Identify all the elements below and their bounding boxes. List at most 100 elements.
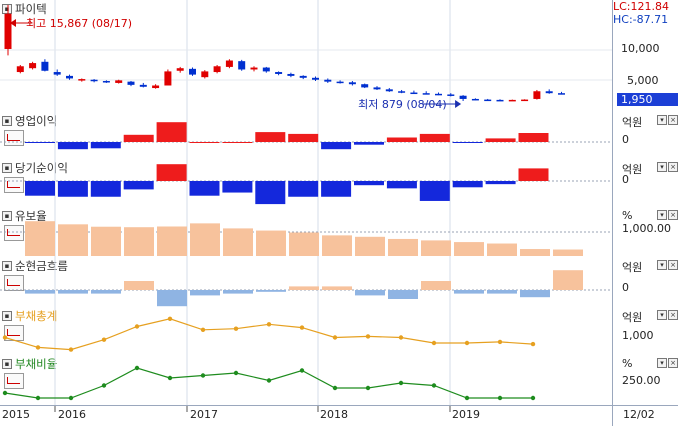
series-point (68, 347, 74, 352)
minimize-icon[interactable]: ▾ (657, 162, 667, 172)
candle-body (435, 93, 442, 96)
candle-body (312, 77, 319, 80)
candle-body (459, 95, 467, 99)
bar (91, 290, 121, 294)
current-price-badge: 1,950 (617, 93, 678, 106)
x-label-2018: 2018 (320, 408, 348, 421)
bar (354, 142, 384, 145)
x-label-2017: 2017 (190, 408, 218, 421)
candle-body (250, 67, 258, 70)
candle-body (53, 72, 61, 75)
candle-body (385, 89, 393, 92)
axis-tick: 1,000 (622, 329, 654, 342)
bar (289, 232, 319, 256)
minimize-icon[interactable]: ▾ (657, 115, 667, 125)
axis-debt: 억원 ▾ × 1,000 (612, 307, 678, 356)
panel-menu-icon[interactable]: ▪ (2, 261, 12, 271)
bar (388, 238, 418, 256)
bar (520, 249, 550, 256)
candle-body (262, 67, 270, 72)
bar (452, 142, 483, 143)
panel-menu-icon[interactable]: ▪ (2, 163, 12, 173)
axis-tick: 1,000.00 (622, 222, 671, 235)
bar (454, 242, 484, 256)
series-point (233, 370, 239, 376)
close-icon[interactable]: × (668, 162, 678, 172)
close-icon[interactable]: × (668, 210, 678, 220)
series-point (101, 383, 107, 388)
candle-body (496, 99, 504, 102)
panel-net: ▪ 당기순이익 (0, 159, 612, 208)
price-panel: ▪ 파이텍 최고 15,867 (08/17) 최저 879 (08/04) (0, 0, 612, 113)
bar (223, 228, 253, 256)
panel-menu-icon[interactable]: ▪ (2, 211, 12, 221)
low-label: 최저 879 (08/04) (358, 98, 447, 111)
indicator-icon[interactable] (4, 225, 24, 241)
indicator-icon[interactable] (4, 373, 24, 389)
close-icon[interactable]: × (668, 260, 678, 270)
candle-body (225, 60, 233, 67)
candle-body (29, 63, 37, 69)
series-point (299, 325, 305, 330)
panel-menu-icon[interactable]: ▪ (2, 116, 12, 126)
close-icon[interactable]: × (668, 115, 678, 125)
bar (190, 223, 220, 256)
panel-chart-debt (2, 307, 536, 355)
stock-name: 파이텍 (15, 2, 47, 16)
price-axis: LC:121.84 HC:-87.71 10,000 5,000 1,950 (612, 0, 678, 113)
panel-menu-icon[interactable]: ▪ (2, 311, 12, 321)
x-axis-date: 12/02 (612, 405, 678, 426)
bar (421, 240, 451, 256)
series-point (332, 335, 338, 340)
bar (189, 142, 220, 143)
series-point (167, 375, 173, 381)
candle-body (152, 85, 160, 89)
series-point (431, 383, 437, 388)
candle-body (176, 68, 184, 71)
bar (256, 290, 286, 292)
series-point (2, 335, 8, 340)
minimize-icon[interactable]: ▾ (657, 260, 667, 270)
panel-menu-icon[interactable]: ▪ (2, 359, 12, 369)
candle-body (287, 73, 295, 76)
bar (222, 142, 253, 143)
panel-menu-icon[interactable]: ▪ (2, 4, 12, 14)
bar (157, 226, 187, 256)
axis-reserve: % ▾ × 1,000.00 (612, 207, 678, 258)
candle-body (471, 98, 479, 101)
candle-body (238, 61, 246, 70)
series-point (35, 395, 41, 401)
bar (25, 221, 55, 256)
close-icon[interactable]: × (668, 310, 678, 320)
bar (322, 235, 352, 256)
price-tick-5000: 5,000 (627, 74, 659, 87)
close-icon[interactable]: × (668, 358, 678, 368)
minimize-icon[interactable]: ▾ (657, 358, 667, 368)
minimize-icon[interactable]: ▾ (657, 310, 667, 320)
candle-body (324, 79, 332, 82)
series-point (266, 378, 272, 383)
minimize-icon[interactable]: ▾ (657, 210, 667, 220)
panel-cash: ▪ 순현금흐름 (0, 257, 612, 308)
bar (156, 122, 187, 142)
axis-cash: 억원 ▾ × 0 (612, 257, 678, 308)
bar (255, 181, 286, 205)
series-point (464, 340, 470, 346)
candle-body (66, 75, 73, 79)
series-point (2, 390, 8, 396)
series-point (266, 322, 272, 327)
bar (57, 142, 88, 150)
series-point (200, 327, 206, 332)
candle-body (139, 84, 147, 87)
x-axis: 2015 2016 2017 2018 2019 (0, 405, 612, 426)
series-point (233, 326, 239, 331)
panel-title: 부채비율 (15, 357, 58, 371)
candle-body (361, 84, 369, 88)
low-marker-arrow (455, 100, 462, 108)
unit-label: 억원 (622, 163, 643, 176)
series-point (365, 334, 371, 339)
bar (421, 281, 451, 290)
candle-body (447, 94, 455, 96)
lc-readout: LC:121.84 (613, 0, 670, 13)
